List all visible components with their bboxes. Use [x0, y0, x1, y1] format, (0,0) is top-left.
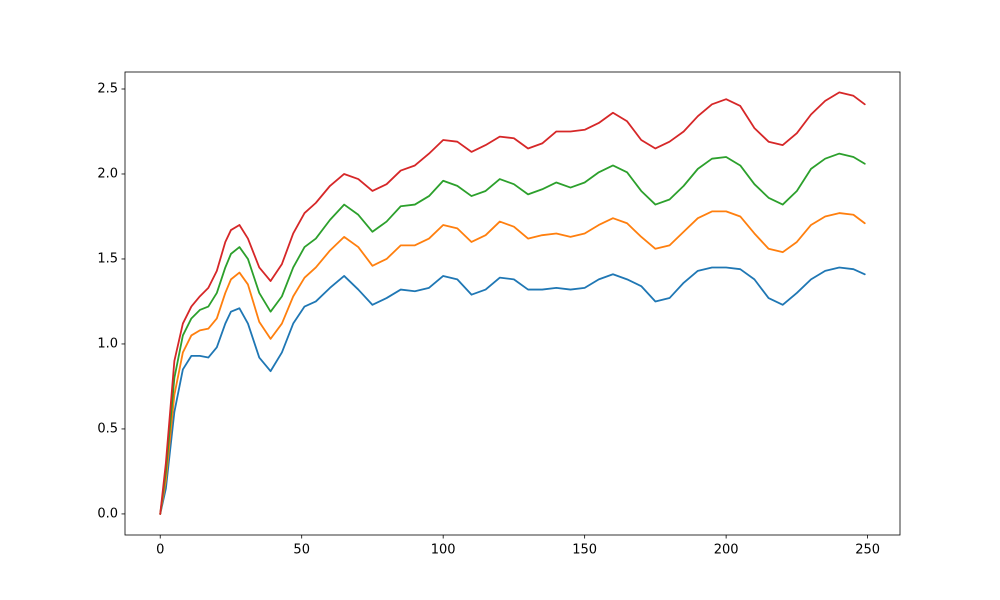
y-tick-label: 1.0 — [97, 336, 118, 351]
x-tick-label: 50 — [293, 543, 310, 558]
y-tick-label: 2.5 — [97, 81, 118, 96]
x-tick-label: 200 — [714, 543, 739, 558]
y-tick-label: 0.5 — [97, 421, 118, 436]
line-series — [159, 152, 866, 515]
x-tick-label: 150 — [572, 543, 597, 558]
x-tick-label: 0 — [156, 543, 164, 558]
y-tick-label: 0.0 — [97, 506, 118, 521]
line-series — [159, 91, 866, 515]
y-tick-label: 2.0 — [97, 166, 118, 181]
line-series — [159, 210, 866, 515]
line-series — [159, 266, 866, 515]
plot-frame — [124, 71, 901, 536]
x-tick-label: 100 — [431, 543, 456, 558]
x-tick-label: 250 — [855, 543, 880, 558]
y-tick-label: 1.5 — [97, 251, 118, 266]
